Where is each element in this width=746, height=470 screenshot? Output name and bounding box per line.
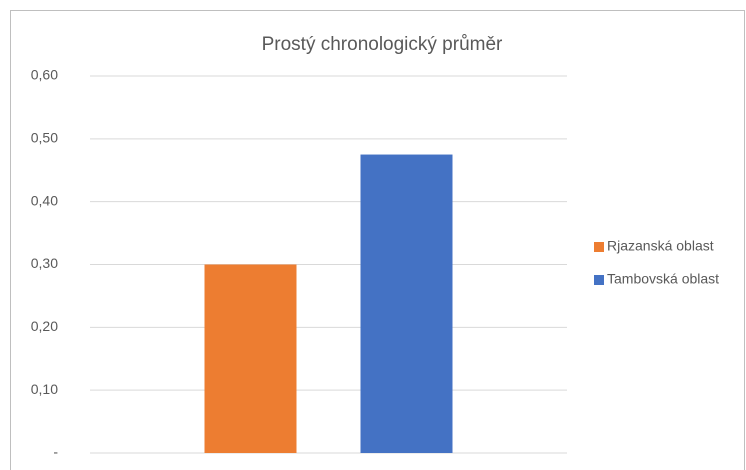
legend-label: Tambovská oblast <box>607 271 719 287</box>
legend-swatch <box>594 275 604 285</box>
chart-title: Prostý chronologický průměr <box>262 34 503 55</box>
y-tick-label: 0,30 <box>31 255 58 271</box>
bar <box>204 264 297 453</box>
legend-swatch <box>594 242 604 252</box>
y-tick-label: 0,10 <box>31 381 58 397</box>
y-tick-label: 0,40 <box>31 192 58 208</box>
y-tick-label: 0,50 <box>31 130 58 146</box>
y-tick-label: 0,60 <box>31 67 58 83</box>
y-tick-label: - <box>53 444 58 460</box>
y-tick-label: 0,20 <box>31 318 58 334</box>
bar <box>360 154 453 453</box>
legend-label: Rjazanská oblast <box>607 238 714 254</box>
